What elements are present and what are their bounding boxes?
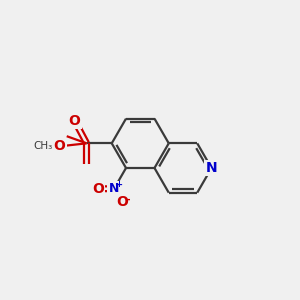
Text: N: N [109,182,119,196]
Text: CH₃: CH₃ [34,141,53,151]
Text: O: O [92,182,104,196]
Text: O: O [116,195,128,209]
Text: O: O [54,139,66,153]
Text: -: - [125,194,130,204]
Text: +: + [115,180,122,189]
Text: O: O [69,114,81,128]
Text: N: N [206,161,217,175]
